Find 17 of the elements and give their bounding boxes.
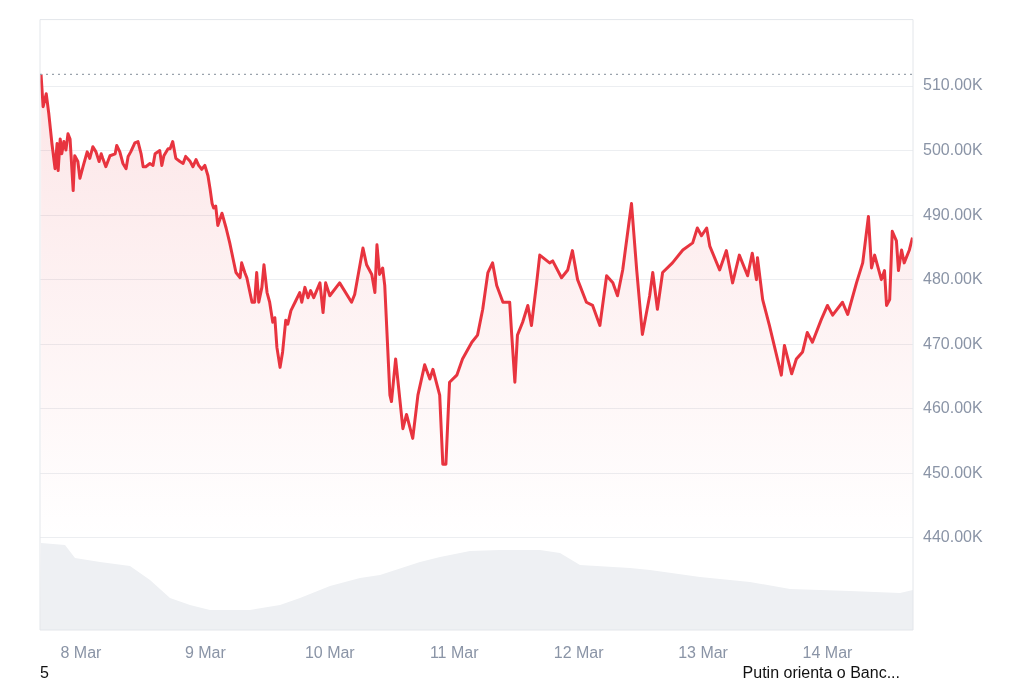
x-tick-label: 13 Mar — [678, 644, 729, 662]
text: 5 — [40, 664, 49, 682]
x-tick-label: 12 Mar — [553, 644, 605, 662]
x-tick-label: 9 Mar — [184, 644, 227, 662]
text: Putin orienta o Banc... — [742, 664, 900, 682]
y-tick-label: 450.00K — [923, 463, 983, 481]
y-tick-label: 510.00K — [923, 76, 983, 94]
x-tick-label: 10 Mar — [304, 644, 356, 662]
x-tick-label: 8 Mar — [60, 644, 103, 662]
x-tick-label: 14 Mar — [802, 644, 854, 662]
x-tick-label: 11 Mar — [429, 644, 480, 662]
y-tick-label: 490.00K — [923, 205, 983, 223]
y-tick-label: 480.00K — [923, 270, 983, 288]
y-tick-label: 440.00K — [923, 528, 983, 546]
y-tick-label: 500.00K — [923, 140, 983, 158]
y-tick-label: 460.00K — [923, 399, 983, 417]
y-tick-label: 470.00K — [923, 334, 983, 352]
